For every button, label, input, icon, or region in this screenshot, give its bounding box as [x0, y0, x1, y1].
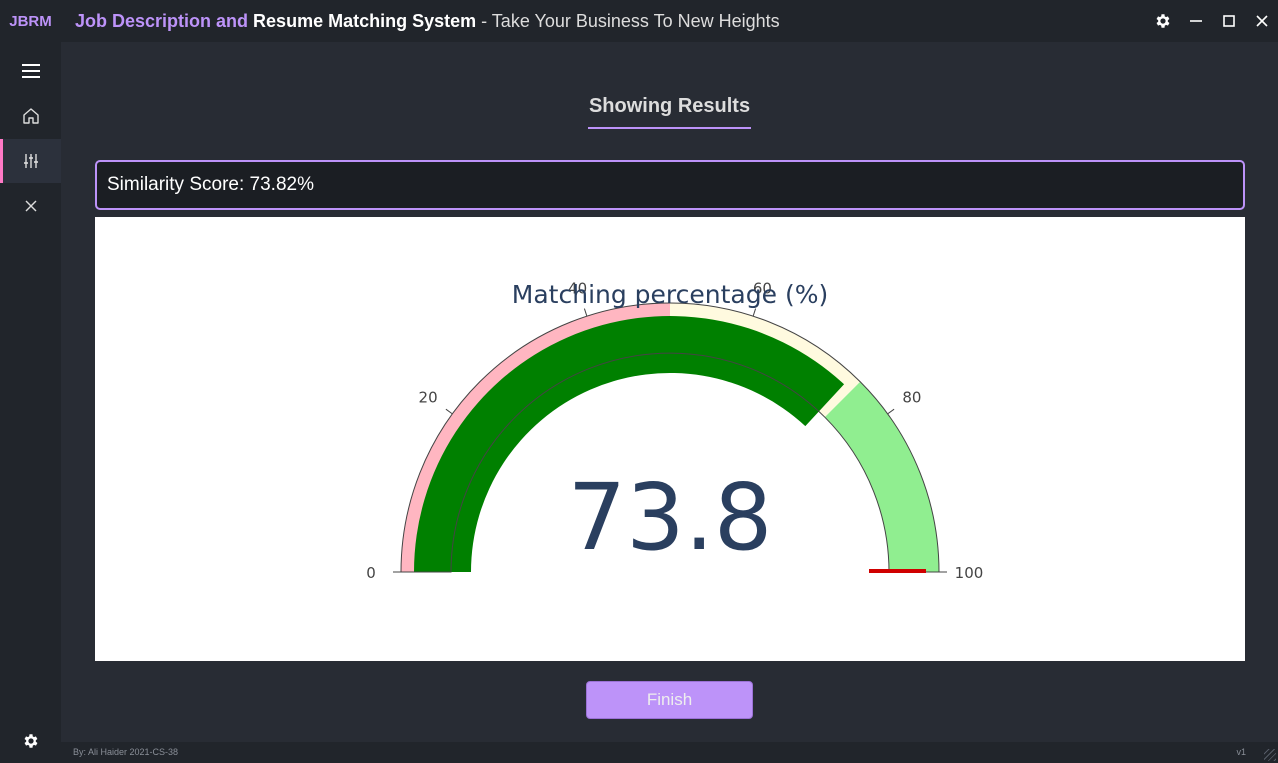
gauge-tick-mark	[887, 408, 895, 415]
app-logo: JBRM	[9, 12, 52, 30]
gauge-outline	[400, 302, 940, 573]
gear-icon	[24, 734, 37, 748]
minimize-button[interactable]	[1179, 0, 1212, 42]
resize-grip[interactable]	[1264, 749, 1276, 761]
status-bar: By: Ali Haider 2021-CS-38 v1	[61, 742, 1278, 763]
title-part-1: Job Description and	[75, 10, 249, 31]
gauge-title: Matching percentage (%)	[512, 280, 828, 309]
left-menu	[0, 42, 61, 763]
gauge-tick-mark	[445, 408, 453, 415]
title-bar[interactable]: JBRM Job Description and Resume Matching…	[0, 0, 1278, 42]
version-label: v1	[1236, 747, 1246, 757]
window-title: Job Description and Resume Matching Syst…	[75, 11, 780, 32]
sliders-icon	[23, 154, 38, 168]
window-controls	[1146, 0, 1278, 42]
settings-button[interactable]	[1146, 0, 1179, 42]
finish-button[interactable]: Finish	[586, 681, 753, 719]
title-part-3: - Take Your Business To New Heights	[481, 10, 780, 31]
minimize-icon	[1189, 20, 1202, 22]
menu-item-matching[interactable]	[0, 139, 61, 183]
gauge-tick-label: 40	[568, 280, 587, 298]
close-window-button[interactable]	[1245, 0, 1278, 42]
gauge-tick-label: 20	[419, 388, 438, 406]
maximize-icon	[1222, 15, 1235, 27]
title-part-2: Resume Matching System	[253, 10, 477, 31]
gauge-chart-panel: 0 20 40 60 80 100 Matching percentage (%) 73.…	[95, 217, 1245, 661]
gauge-chart: 0 20 40 60 80 100 Matching percentage (%) 73.…	[366, 280, 983, 582]
gauge-tick-label: 60	[753, 280, 772, 298]
similarity-score-field[interactable]: Similarity Score: 73.82%	[95, 160, 1245, 210]
gauge-tick-mark	[583, 308, 588, 317]
menu-item-settings[interactable]	[0, 719, 61, 763]
gauge-tick-label: 0	[366, 564, 376, 582]
gauge-ticks: 0 20 40 60 80 100	[366, 280, 983, 582]
gauge-tick-label: 100	[955, 564, 984, 582]
close-icon	[25, 200, 36, 212]
menu-toggle-button[interactable]	[0, 48, 61, 94]
home-icon	[22, 108, 39, 124]
gauge-tick-mark	[752, 308, 757, 317]
gauge-value-bar	[414, 316, 845, 572]
close-icon	[1255, 15, 1268, 27]
gauge-tick-label: 80	[902, 388, 921, 406]
gear-icon	[1156, 14, 1169, 28]
maximize-button[interactable]	[1212, 0, 1245, 42]
gauge-value-label: 73.8	[568, 464, 773, 571]
menu-item-close[interactable]	[0, 184, 61, 228]
main-content: Showing Results Similarity Score: 73.82%…	[61, 42, 1278, 742]
page-title: Showing Results	[588, 92, 751, 129]
menu-item-home[interactable]	[0, 94, 61, 138]
hamburger-icon	[21, 64, 40, 78]
credits-label: By: Ali Haider 2021-CS-38	[73, 747, 179, 757]
gauge-band-2	[824, 381, 939, 572]
